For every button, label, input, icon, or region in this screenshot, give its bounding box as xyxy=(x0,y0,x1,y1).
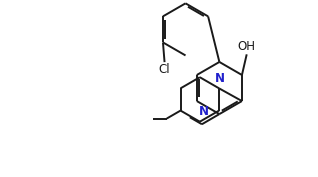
Text: Cl: Cl xyxy=(159,63,170,76)
Text: N: N xyxy=(215,72,225,85)
Text: OH: OH xyxy=(238,40,256,53)
Text: N: N xyxy=(199,105,209,118)
